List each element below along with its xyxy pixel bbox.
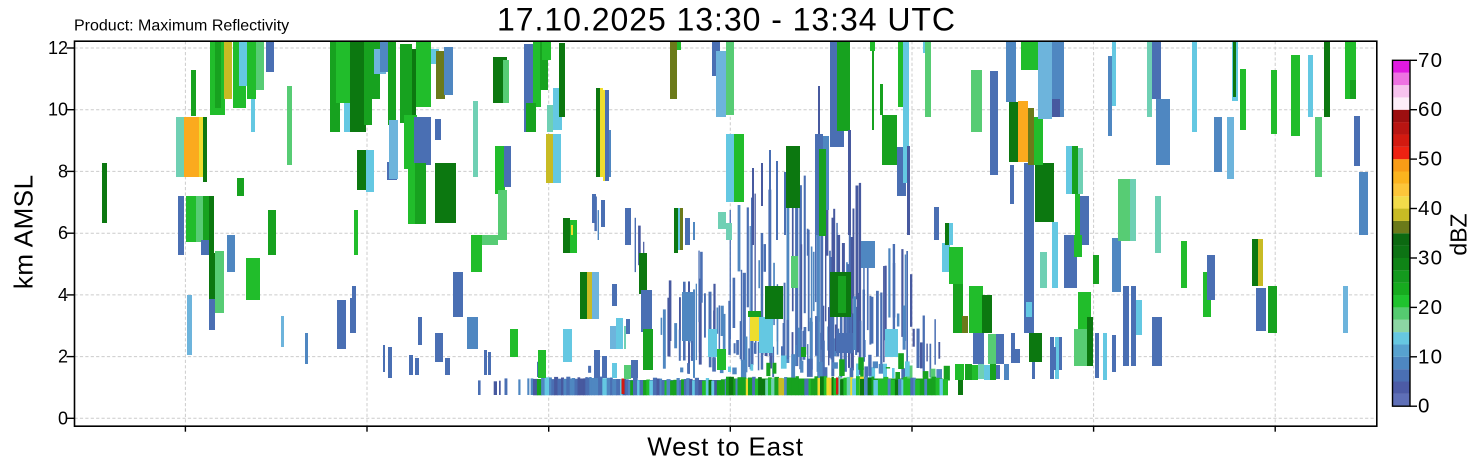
svg-text:12: 12 xyxy=(48,38,68,58)
svg-text:0: 0 xyxy=(1418,395,1431,418)
svg-text:17.10.2025 13:30 - 13:34 UTC: 17.10.2025 13:30 - 13:34 UTC xyxy=(497,2,956,38)
svg-text:20: 20 xyxy=(1418,296,1443,319)
svg-text:Product: Maximum Reflectivity: Product: Maximum Reflectivity xyxy=(74,18,289,35)
svg-text:0: 0 xyxy=(58,408,68,428)
svg-text:40: 40 xyxy=(1418,197,1443,220)
svg-text:km AMSL: km AMSL xyxy=(9,174,39,289)
svg-text:West to East: West to East xyxy=(647,432,804,462)
svg-text:30: 30 xyxy=(1418,247,1443,270)
svg-text:60: 60 xyxy=(1418,98,1443,121)
svg-text:8: 8 xyxy=(58,161,68,181)
svg-text:70: 70 xyxy=(1418,49,1443,72)
svg-text:dBZ: dBZ xyxy=(1446,213,1472,255)
svg-text:10: 10 xyxy=(48,100,68,120)
svg-text:6: 6 xyxy=(58,223,68,243)
svg-text:4: 4 xyxy=(58,285,68,305)
svg-text:10: 10 xyxy=(1418,345,1443,368)
svg-text:2: 2 xyxy=(58,347,68,367)
svg-text:50: 50 xyxy=(1418,148,1443,171)
